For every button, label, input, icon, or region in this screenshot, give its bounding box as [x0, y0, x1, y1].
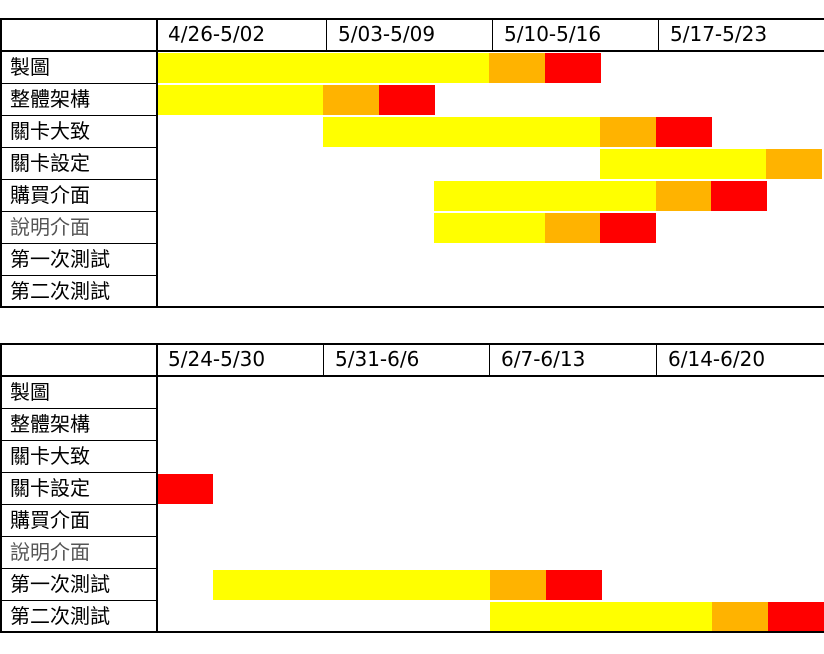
week-header: 4/26-5/02 [168, 22, 266, 46]
label-column-border [156, 343, 158, 633]
task-label: 關卡大致 [10, 444, 90, 468]
task-label: 購買介面 [10, 508, 90, 532]
task-label: 購買介面 [10, 183, 90, 207]
task-label: 製圖 [10, 55, 50, 79]
week-header: 6/7-6/13 [501, 347, 586, 371]
week-header: 5/03-5/09 [338, 22, 436, 46]
row-divider [0, 243, 157, 244]
gantt-bar-red [545, 570, 602, 600]
week-divider [489, 343, 490, 376]
table-left-border [0, 18, 2, 308]
task-label: 第二次測試 [10, 604, 110, 628]
gantt-bar-red [157, 474, 214, 504]
table-left-border [0, 343, 2, 633]
table-bottom-border [0, 631, 824, 633]
gantt-bar-orange [489, 53, 546, 83]
week-divider [658, 18, 659, 51]
gantt-bar-yellow [490, 602, 713, 632]
gantt-bar-red [600, 213, 657, 243]
row-divider [0, 600, 157, 601]
task-label: 說明介面 [10, 540, 90, 564]
week-header: 5/24-5/30 [168, 347, 266, 371]
gantt-bar-red [767, 602, 824, 632]
task-label: 第一次測試 [10, 247, 110, 271]
gantt-bar-yellow [323, 117, 601, 147]
week-divider [326, 18, 327, 51]
row-divider [0, 275, 157, 276]
gantt-bar-orange [544, 213, 601, 243]
gantt-bar-orange [490, 570, 547, 600]
week-header: 5/17-5/23 [670, 22, 768, 46]
header-bottom-border [0, 375, 824, 377]
task-label: 關卡設定 [10, 476, 90, 500]
gantt-bar-orange [600, 117, 657, 147]
gantt-bar-red [655, 117, 712, 147]
table-top-border [0, 343, 824, 345]
row-divider [0, 440, 157, 441]
task-label: 製圖 [10, 380, 50, 404]
row-divider [0, 536, 157, 537]
gantt-table-1: 4/26-5/02 5/03-5/09 5/10-5/16 5/17-5/23 製圖整體… [0, 18, 824, 308]
gantt-bar-yellow [434, 181, 657, 211]
row-divider [0, 147, 157, 148]
header-bottom-border [0, 50, 824, 52]
week-header: 5/10-5/16 [504, 22, 602, 46]
row-divider [0, 568, 157, 569]
label-column-border [156, 18, 158, 308]
gantt-bar-yellow [157, 53, 490, 83]
row-divider [0, 211, 157, 212]
gantt-bar-orange [766, 149, 823, 179]
gantt-bar-yellow [157, 85, 324, 115]
gantt-bar-orange [655, 181, 712, 211]
gantt-bar-yellow [212, 570, 491, 600]
table-bottom-border [0, 306, 824, 308]
gantt-bar-red [544, 53, 601, 83]
row-divider [0, 472, 157, 473]
gantt-table-2: 5/24-5/30 5/31-6/6 6/7-6/13 6/14-6/20 製圖整體架構… [0, 343, 824, 633]
row-divider [0, 179, 157, 180]
task-label: 關卡大致 [10, 119, 90, 143]
gantt-bar-red [378, 85, 435, 115]
gantt-bar-red [711, 181, 767, 211]
gantt-bar-yellow [600, 149, 767, 179]
week-divider [323, 343, 324, 376]
row-divider [0, 83, 157, 84]
row-divider [0, 408, 157, 409]
row-divider [0, 504, 157, 505]
task-label: 第二次測試 [10, 279, 110, 303]
gantt-bar-orange [323, 85, 380, 115]
task-label: 整體架構 [10, 412, 90, 436]
gantt-bar-orange [712, 602, 769, 632]
task-label: 整體架構 [10, 87, 90, 111]
week-header: 5/31-6/6 [335, 347, 420, 371]
week-divider [656, 343, 657, 376]
week-divider [492, 18, 493, 51]
task-label: 說明介面 [10, 215, 90, 239]
week-header: 6/14-6/20 [668, 347, 766, 371]
gantt-bar-yellow [434, 213, 546, 243]
row-divider [0, 115, 157, 116]
table-top-border [0, 18, 824, 20]
task-label: 關卡設定 [10, 151, 90, 175]
task-label: 第一次測試 [10, 572, 110, 596]
